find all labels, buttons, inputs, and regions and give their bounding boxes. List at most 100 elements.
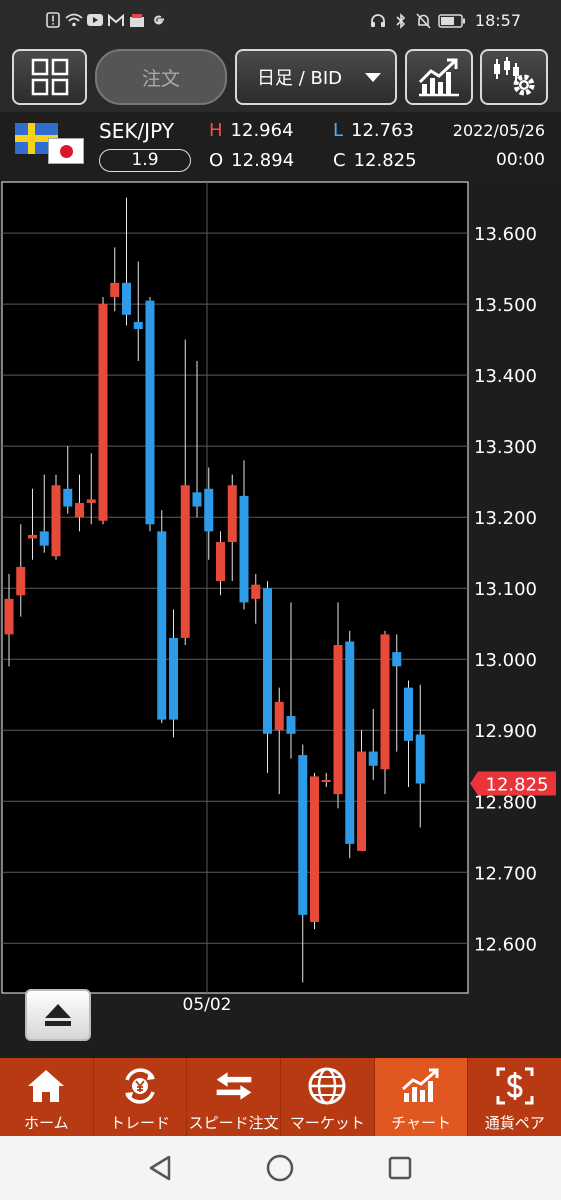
candle-time: 00:00 <box>496 150 545 170</box>
candle-body <box>286 716 296 734</box>
chart-icon <box>400 1066 442 1106</box>
candle-body <box>239 495 249 603</box>
youtube-icon <box>86 11 104 29</box>
bottom-tab-bar: ホーム トレード スピード注文 マーケット チャート <box>0 1058 561 1136</box>
candlestick-chart[interactable]: 13.600 13.500 13.400 13.300 13.200 13.100 13.0… <box>0 180 561 1058</box>
currency-pair: SEK/JPY <box>99 119 174 143</box>
tab-market[interactable]: マーケット <box>281 1058 375 1136</box>
candle-body <box>204 488 214 532</box>
tab-label: マーケット <box>289 1114 365 1132</box>
status-right-icons: 18:57 <box>369 11 521 30</box>
candle-body <box>28 534 37 539</box>
back-icon[interactable] <box>144 1152 176 1184</box>
candle-date: 2022/05/26 <box>452 121 545 140</box>
tab-label: スピード注文 <box>188 1114 279 1132</box>
candle-body <box>122 282 131 315</box>
battery-icon <box>438 12 466 30</box>
candle-body <box>404 687 413 741</box>
timeframe-select[interactable]: 日足 / BID <box>235 49 397 105</box>
y-tick-label: 13.600 <box>474 224 537 245</box>
candle-body <box>415 734 425 784</box>
yen-exchange-icon <box>119 1066 161 1106</box>
candle-body <box>345 641 355 844</box>
status-time: 18:57 <box>474 11 521 30</box>
high-value: 12.964 <box>230 120 294 141</box>
close-key: C <box>333 150 346 171</box>
tab-trade[interactable]: トレード <box>94 1058 188 1136</box>
candle-body <box>75 502 84 518</box>
y-tick-label: 13.000 <box>474 650 537 671</box>
candle-body <box>310 776 319 922</box>
candle-body <box>180 485 190 638</box>
collapse-panel-button[interactable] <box>25 989 91 1041</box>
candle-body <box>321 779 331 782</box>
tab-currency-pair[interactable]: 通貨ペア <box>468 1058 561 1136</box>
y-tick-label: 13.100 <box>474 579 537 600</box>
google-icon <box>149 11 167 29</box>
candle-body <box>392 652 402 667</box>
candle-body <box>110 282 120 298</box>
indicator-chart-button[interactable] <box>405 49 473 105</box>
home-circle-icon[interactable] <box>264 1152 296 1184</box>
tab-label: 通貨ペア <box>484 1114 545 1132</box>
shop-icon <box>128 11 146 29</box>
open-price: O 12.894 <box>209 150 294 171</box>
order-button[interactable]: 注文 <box>95 49 227 105</box>
dollar-box-icon <box>494 1066 536 1106</box>
layout-grid-button[interactable] <box>12 49 87 105</box>
candlestick-chart-area[interactable]: 13.600 13.500 13.400 13.300 13.200 13.100 13.0… <box>0 180 561 1058</box>
headphones-icon <box>369 12 387 30</box>
current-price-tag <box>470 771 556 796</box>
low-key: L <box>333 120 344 141</box>
bluetooth-icon <box>392 12 410 30</box>
candle-body <box>86 499 96 503</box>
candle-body <box>51 485 61 557</box>
candle-body <box>227 485 237 543</box>
dropdown-caret-icon <box>365 73 381 82</box>
candle-body <box>368 751 378 766</box>
candle-body <box>39 531 49 546</box>
candle-body <box>4 598 14 635</box>
candle-body <box>380 634 390 770</box>
current-price-label: 12.825 <box>486 775 549 796</box>
tab-chart[interactable]: チャート <box>374 1058 469 1136</box>
high-price: H 12.964 <box>209 120 294 141</box>
candle-body <box>169 637 178 720</box>
low-price: L 12.763 <box>333 120 414 141</box>
candle-body <box>298 755 308 915</box>
arrows-exchange-icon <box>213 1066 255 1106</box>
candle-body <box>16 566 26 596</box>
spread-badge: 1.9 <box>99 149 191 172</box>
chart-settings-button[interactable] <box>480 49 548 105</box>
candle-body <box>274 701 284 731</box>
close-value: 12.825 <box>353 150 417 171</box>
low-value: 12.763 <box>351 120 415 141</box>
y-tick-label: 12.600 <box>474 934 537 955</box>
candle-body <box>98 304 108 521</box>
timeframe-label: 日足 / BID <box>257 68 343 89</box>
eject-icon <box>45 1004 71 1026</box>
y-tick-label: 12.700 <box>474 863 537 884</box>
candle-body <box>157 531 167 720</box>
system-nav-bar <box>0 1136 561 1200</box>
tab-label: トレード <box>110 1114 171 1132</box>
tab-label: チャート <box>391 1114 451 1132</box>
alert-icon <box>44 11 62 29</box>
y-tick-label: 13.300 <box>474 437 537 458</box>
open-value: 12.894 <box>231 150 295 171</box>
candle-body <box>357 751 366 851</box>
gmail-icon <box>107 11 125 29</box>
candle-body <box>263 588 272 734</box>
instrument-info: SEK/JPY 1.9 H 12.964 L 12.763 O 12.894 C 12.… <box>0 112 561 180</box>
y-tick-label: 13.400 <box>474 366 537 387</box>
mute-icon <box>415 12 433 30</box>
x-tick-label: 05/02 <box>183 995 232 1015</box>
tab-speed-order[interactable]: スピード注文 <box>187 1058 282 1136</box>
tab-home[interactable]: ホーム <box>0 1058 94 1136</box>
status-bar: 18:57 <box>0 0 561 42</box>
candle-body <box>192 492 202 507</box>
recents-icon[interactable] <box>384 1152 416 1184</box>
candle-body <box>63 488 73 507</box>
grid-icon <box>31 58 68 96</box>
